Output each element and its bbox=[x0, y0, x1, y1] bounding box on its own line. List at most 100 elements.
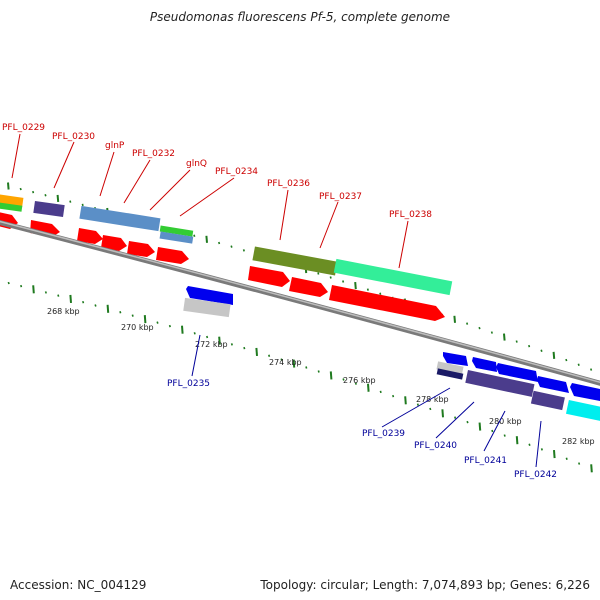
map-title: Pseudomonas fluorescens Pf-5, complete g… bbox=[149, 10, 451, 24]
tick-mark bbox=[466, 322, 469, 325]
tick-mark bbox=[193, 332, 196, 335]
tick-mark bbox=[20, 284, 23, 288]
gene-label-pfl0237[interactable]: PFL_0237 bbox=[319, 192, 362, 202]
tick-mark bbox=[590, 368, 593, 371]
tick-mark bbox=[577, 363, 580, 367]
ruler-label: 282 kbp bbox=[562, 437, 595, 446]
gene-label-pfl0232[interactable]: PFL_0232 bbox=[132, 149, 175, 159]
feature-block-pfl0239-grey[interactable] bbox=[436, 361, 464, 375]
tick-mark bbox=[478, 422, 482, 431]
tick-mark bbox=[131, 314, 134, 317]
tick-mark bbox=[243, 346, 246, 350]
tick-mark bbox=[392, 394, 395, 398]
tick-mark bbox=[218, 336, 221, 345]
genome-backbone-highlight bbox=[0, 220, 600, 384]
cds-arrow-9[interactable] bbox=[329, 285, 445, 321]
gene-label-glnp[interactable]: glnP bbox=[105, 141, 125, 151]
reverse-arrow-6[interactable] bbox=[570, 383, 600, 401]
gene-label-pfl0235[interactable]: PFL_0235 bbox=[167, 379, 210, 389]
feature-block-pfl0236[interactable] bbox=[252, 246, 338, 276]
top-gene-labels: PFL_0229 PFL_0230 glnP PFL_0232 glnQ PFL… bbox=[2, 123, 432, 220]
tick-mark bbox=[329, 276, 332, 279]
tick-mark bbox=[143, 315, 147, 324]
tick-mark bbox=[528, 344, 531, 348]
feature-block-glnp[interactable] bbox=[79, 205, 161, 232]
cds-arrow-5[interactable] bbox=[127, 241, 155, 257]
accession-text: Accession: NC_004129 bbox=[10, 578, 147, 592]
ruler-labels: 268 kbp 270 kbp 272 kbp 274 kbp 276 kbp … bbox=[47, 307, 595, 446]
feature-block-glnq[interactable] bbox=[159, 225, 194, 237]
feature-block-pfl0235[interactable] bbox=[183, 297, 231, 318]
tick-mark bbox=[379, 292, 382, 295]
feature-block-pfl0241[interactable] bbox=[530, 390, 565, 411]
ruler-label: 268 kbp bbox=[47, 307, 80, 316]
gene-label-pfl0242[interactable]: PFL_0242 bbox=[514, 470, 557, 480]
tick-mark bbox=[32, 285, 35, 294]
tick-mark bbox=[168, 324, 171, 328]
reverse-arrow-5[interactable] bbox=[537, 376, 569, 393]
tick-mark bbox=[379, 390, 382, 394]
tick-mark bbox=[230, 343, 233, 346]
tick-mark bbox=[218, 241, 221, 245]
tick-mark bbox=[491, 429, 494, 433]
tick-mark bbox=[404, 396, 407, 405]
tick-mark bbox=[553, 449, 556, 459]
gene-label-pfl0241[interactable]: PFL_0241 bbox=[464, 456, 507, 466]
ruler-label: 272 kbp bbox=[195, 340, 228, 349]
gene-label-pfl0230[interactable]: PFL_0230 bbox=[52, 132, 95, 142]
genome-summary-text: Topology: circular; Length: 7,074,893 bp… bbox=[260, 578, 590, 592]
feature-block-pfl0238[interactable] bbox=[333, 258, 453, 296]
tick-mark bbox=[7, 281, 10, 285]
tick-mark bbox=[242, 249, 245, 252]
feature-block-pfl0240[interactable] bbox=[465, 370, 535, 397]
gene-label-glnq[interactable]: glnQ bbox=[186, 159, 207, 169]
tick-mark bbox=[94, 304, 97, 307]
tick-mark bbox=[205, 235, 208, 243]
feature-block-pfl0239[interactable] bbox=[436, 368, 464, 380]
tick-mark bbox=[565, 457, 568, 461]
tick-mark bbox=[57, 294, 60, 297]
gene-label-pfl0240[interactable]: PFL_0240 bbox=[414, 441, 457, 451]
gene-label-pfl0236[interactable]: PFL_0236 bbox=[267, 179, 310, 189]
feature-block-pfl0242[interactable] bbox=[565, 399, 600, 423]
tick-mark bbox=[503, 333, 506, 341]
upper-feature-track bbox=[0, 194, 453, 296]
gene-label-pfl0238[interactable]: PFL_0238 bbox=[389, 210, 432, 220]
lower-feature-track bbox=[183, 297, 600, 423]
tick-mark bbox=[292, 359, 296, 368]
tick-mark bbox=[44, 194, 47, 197]
tick-mark bbox=[82, 300, 85, 304]
ruler-label: 274 kbp bbox=[269, 358, 302, 367]
tick-mark bbox=[466, 420, 469, 424]
tick-mark bbox=[69, 294, 72, 303]
tick-mark bbox=[7, 182, 10, 190]
gene-label-pfl0239[interactable]: PFL_0239 bbox=[362, 429, 405, 439]
gene-label-pfl0234[interactable]: PFL_0234 bbox=[215, 167, 258, 177]
tick-mark bbox=[255, 347, 258, 357]
tick-mark bbox=[429, 407, 432, 411]
reverse-arrow-4[interactable] bbox=[496, 363, 538, 382]
cds-arrow-3[interactable] bbox=[77, 228, 103, 244]
tick-mark bbox=[206, 335, 209, 339]
cds-arrow-6[interactable] bbox=[156, 247, 189, 264]
cds-arrow-8[interactable] bbox=[289, 277, 328, 297]
ruler-tick-row bbox=[7, 281, 593, 473]
feature-block-pfl0230[interactable] bbox=[33, 200, 65, 218]
tick-mark bbox=[354, 281, 357, 290]
bottom-gene-labels: PFL_0235 PFL_0239 PFL_0240 PFL_0241 PFL_… bbox=[167, 379, 557, 480]
tick-mark bbox=[32, 190, 35, 194]
reverse-arrow-2[interactable] bbox=[443, 352, 468, 366]
ruler-label: 278 kbp bbox=[416, 395, 449, 404]
tick-mark bbox=[181, 325, 184, 334]
tick-mark bbox=[354, 382, 357, 385]
tick-mark bbox=[317, 272, 320, 275]
reverse-arrow-3[interactable] bbox=[472, 357, 497, 372]
reverse-arrow-pfl0235[interactable] bbox=[186, 286, 233, 305]
feature-block-pfl0234[interactable] bbox=[159, 231, 194, 244]
tick-mark bbox=[454, 416, 457, 419]
feature-block-pfl0229-green[interactable] bbox=[0, 202, 23, 212]
cds-arrow-4[interactable] bbox=[101, 235, 127, 251]
cds-arrow-7[interactable] bbox=[248, 266, 290, 287]
gene-label-pfl0229[interactable]: PFL_0229 bbox=[2, 123, 45, 133]
